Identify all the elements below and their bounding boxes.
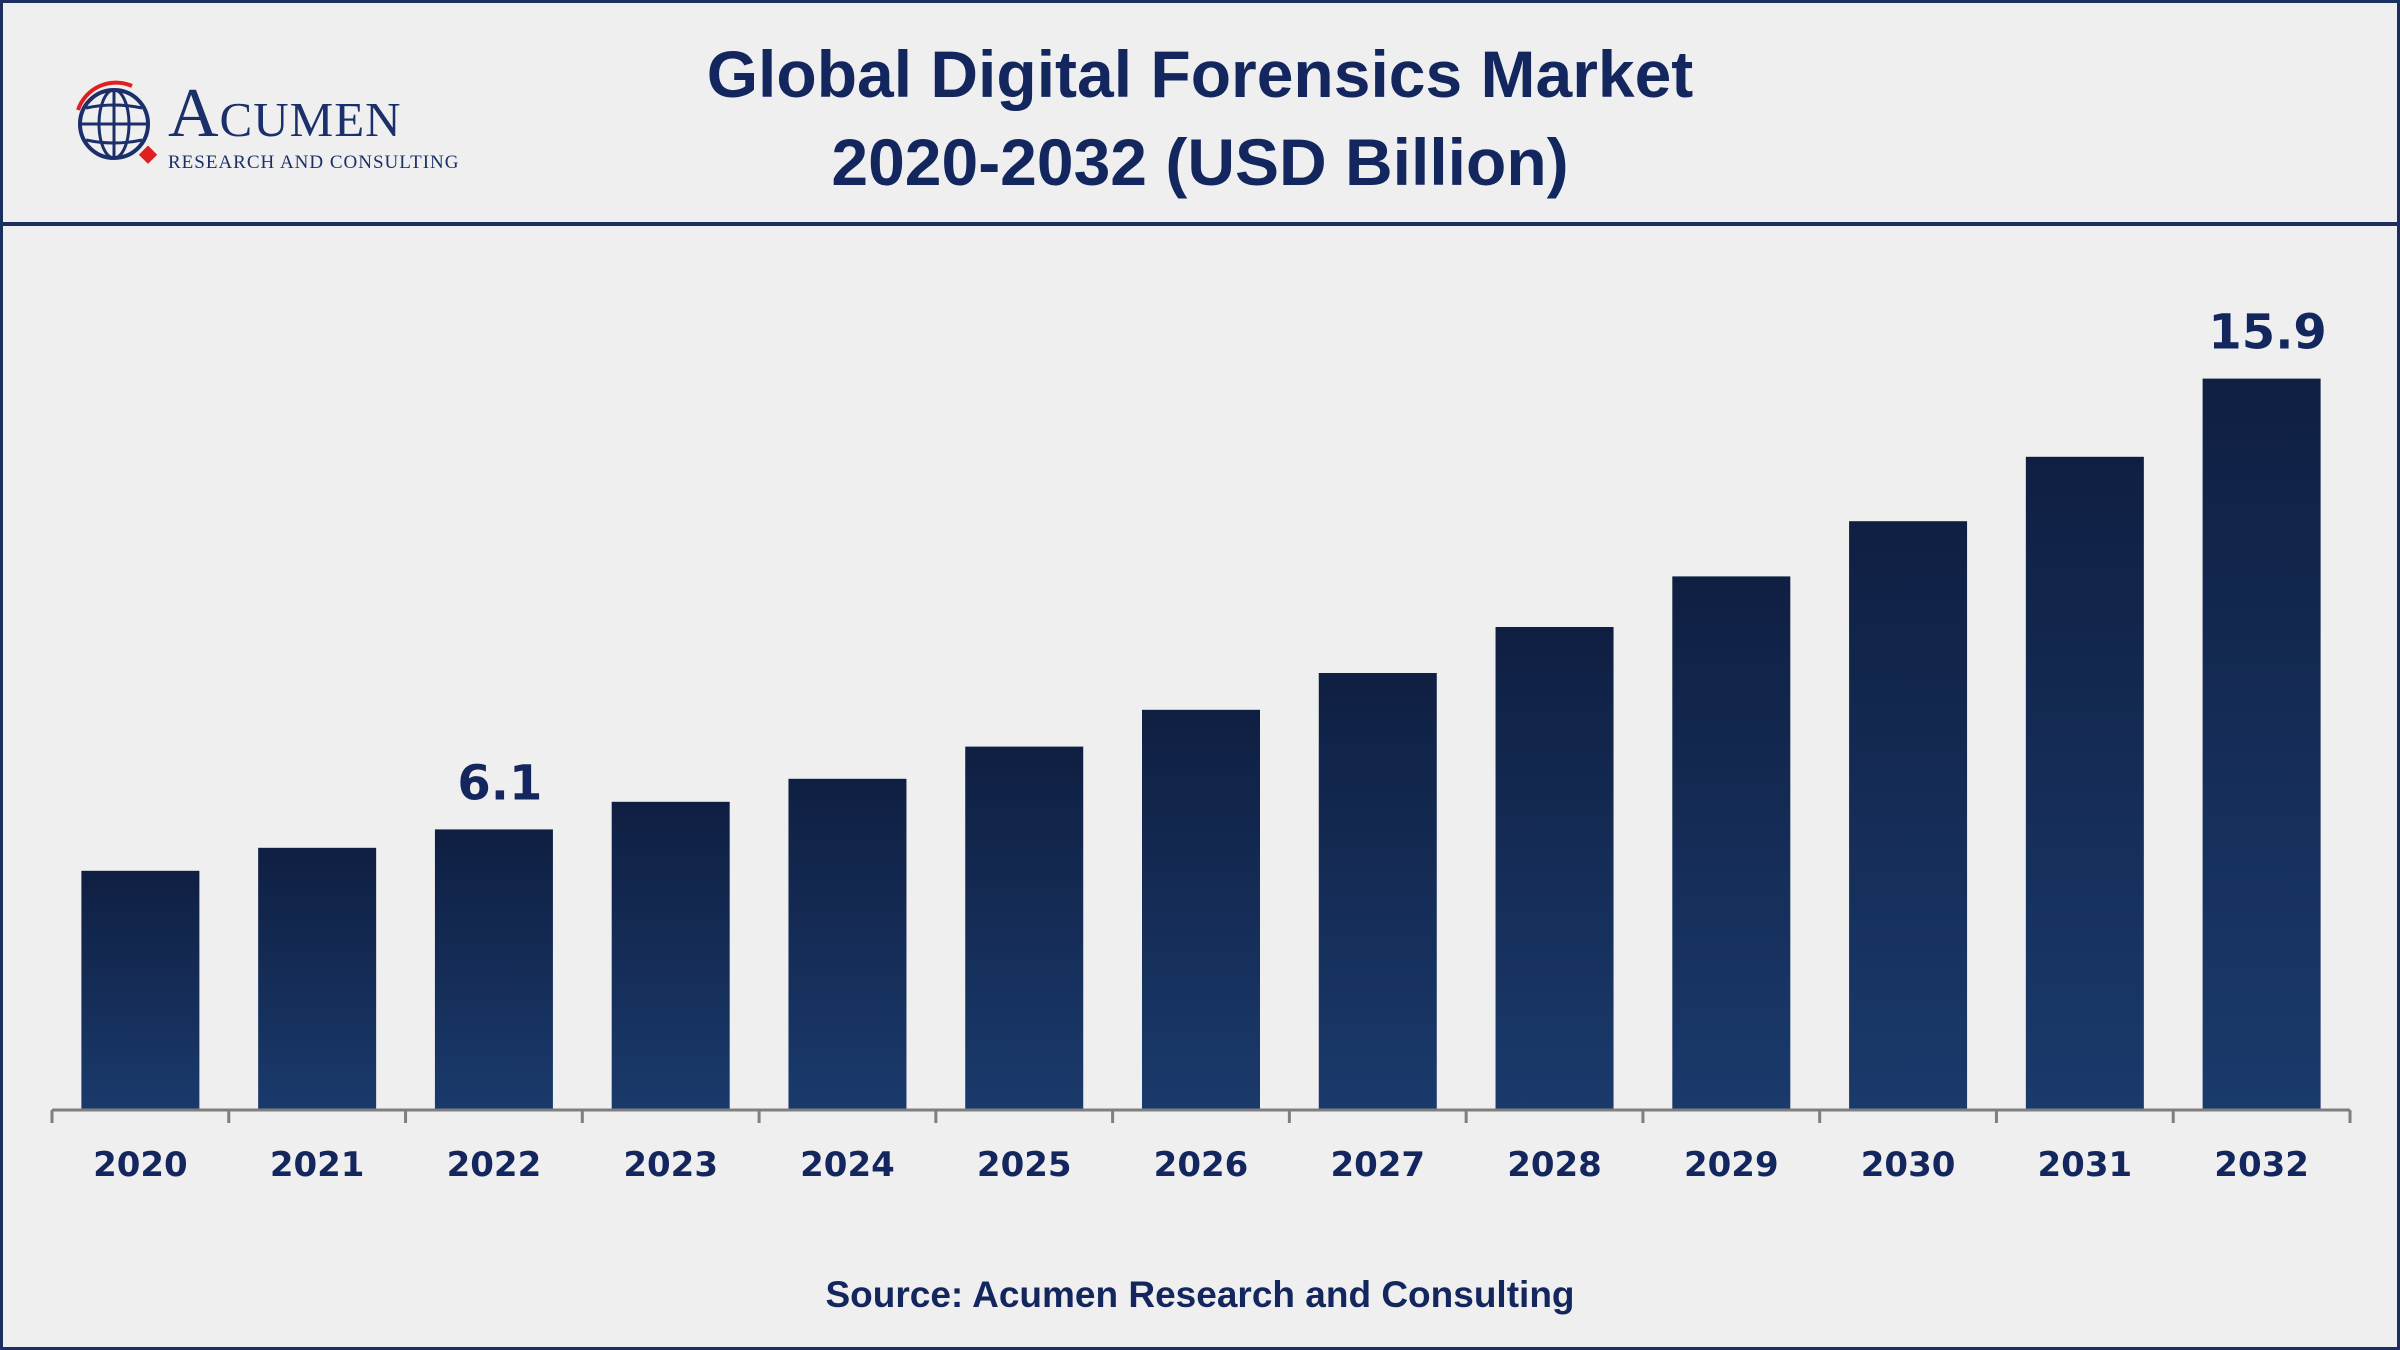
x-tick-label: 2022 [447,1145,542,1185]
x-tick-label: 2027 [1330,1145,1425,1185]
header-divider [0,222,2400,226]
x-tick-label: 2028 [1507,1145,1602,1185]
bar-2020 [81,870,200,1110]
bar-2028 [1495,627,1614,1110]
x-tick-label: 2023 [623,1145,718,1185]
bar-2023 [611,801,730,1110]
x-tick-label: 2032 [2214,1145,2309,1185]
bar-2022 [434,829,553,1110]
x-tick-label: 2020 [93,1145,188,1185]
x-tick-label: 2025 [977,1145,1072,1185]
x-tick-label: 2024 [800,1145,895,1185]
x-tick-label: 2031 [2038,1145,2133,1185]
bar-2026 [1142,709,1260,1110]
bar-2025 [965,746,1084,1110]
data-labels: 6.1 15.9 [457,305,2326,812]
x-tick-label: 2029 [1684,1145,1779,1185]
chart-title: Global Digital Forensics Market 2020-203… [500,30,1900,206]
bar-2024 [788,778,907,1110]
data-label-2022: 6.1 [457,755,542,811]
data-label-2032: 15.9 [2208,305,2326,361]
x-tick-label: 2030 [1861,1145,1956,1185]
globe-icon [76,80,158,164]
bar-2029 [1672,576,1791,1110]
bar-2032 [2202,378,2321,1111]
source-note: Source: Acumen Research and Consulting [825,1274,1575,1315]
x-axis: 2020 2021 2022 2023 2024 2025 2026 2027 2028 2029… [50,1108,2352,1185]
acumen-logo: Acumen RESEARCH AND CONSULTING [72,72,472,182]
bar-2027 [1318,673,1437,1110]
logo-tagline: RESEARCH AND CONSULTING [168,152,460,173]
bar-2021 [258,847,377,1110]
chart-title-line2: 2020-2032 (USD Billion) [831,125,1569,199]
x-tick-label: 2026 [1154,1145,1249,1185]
bar-2031 [2025,456,2144,1110]
logo-wordmark: Acumen [168,75,402,152]
chart-title-line1: Global Digital Forensics Market [706,37,1694,111]
bar-series [81,378,2321,1111]
x-tick-label: 2021 [270,1145,365,1185]
bar-2030 [1849,521,1968,1110]
